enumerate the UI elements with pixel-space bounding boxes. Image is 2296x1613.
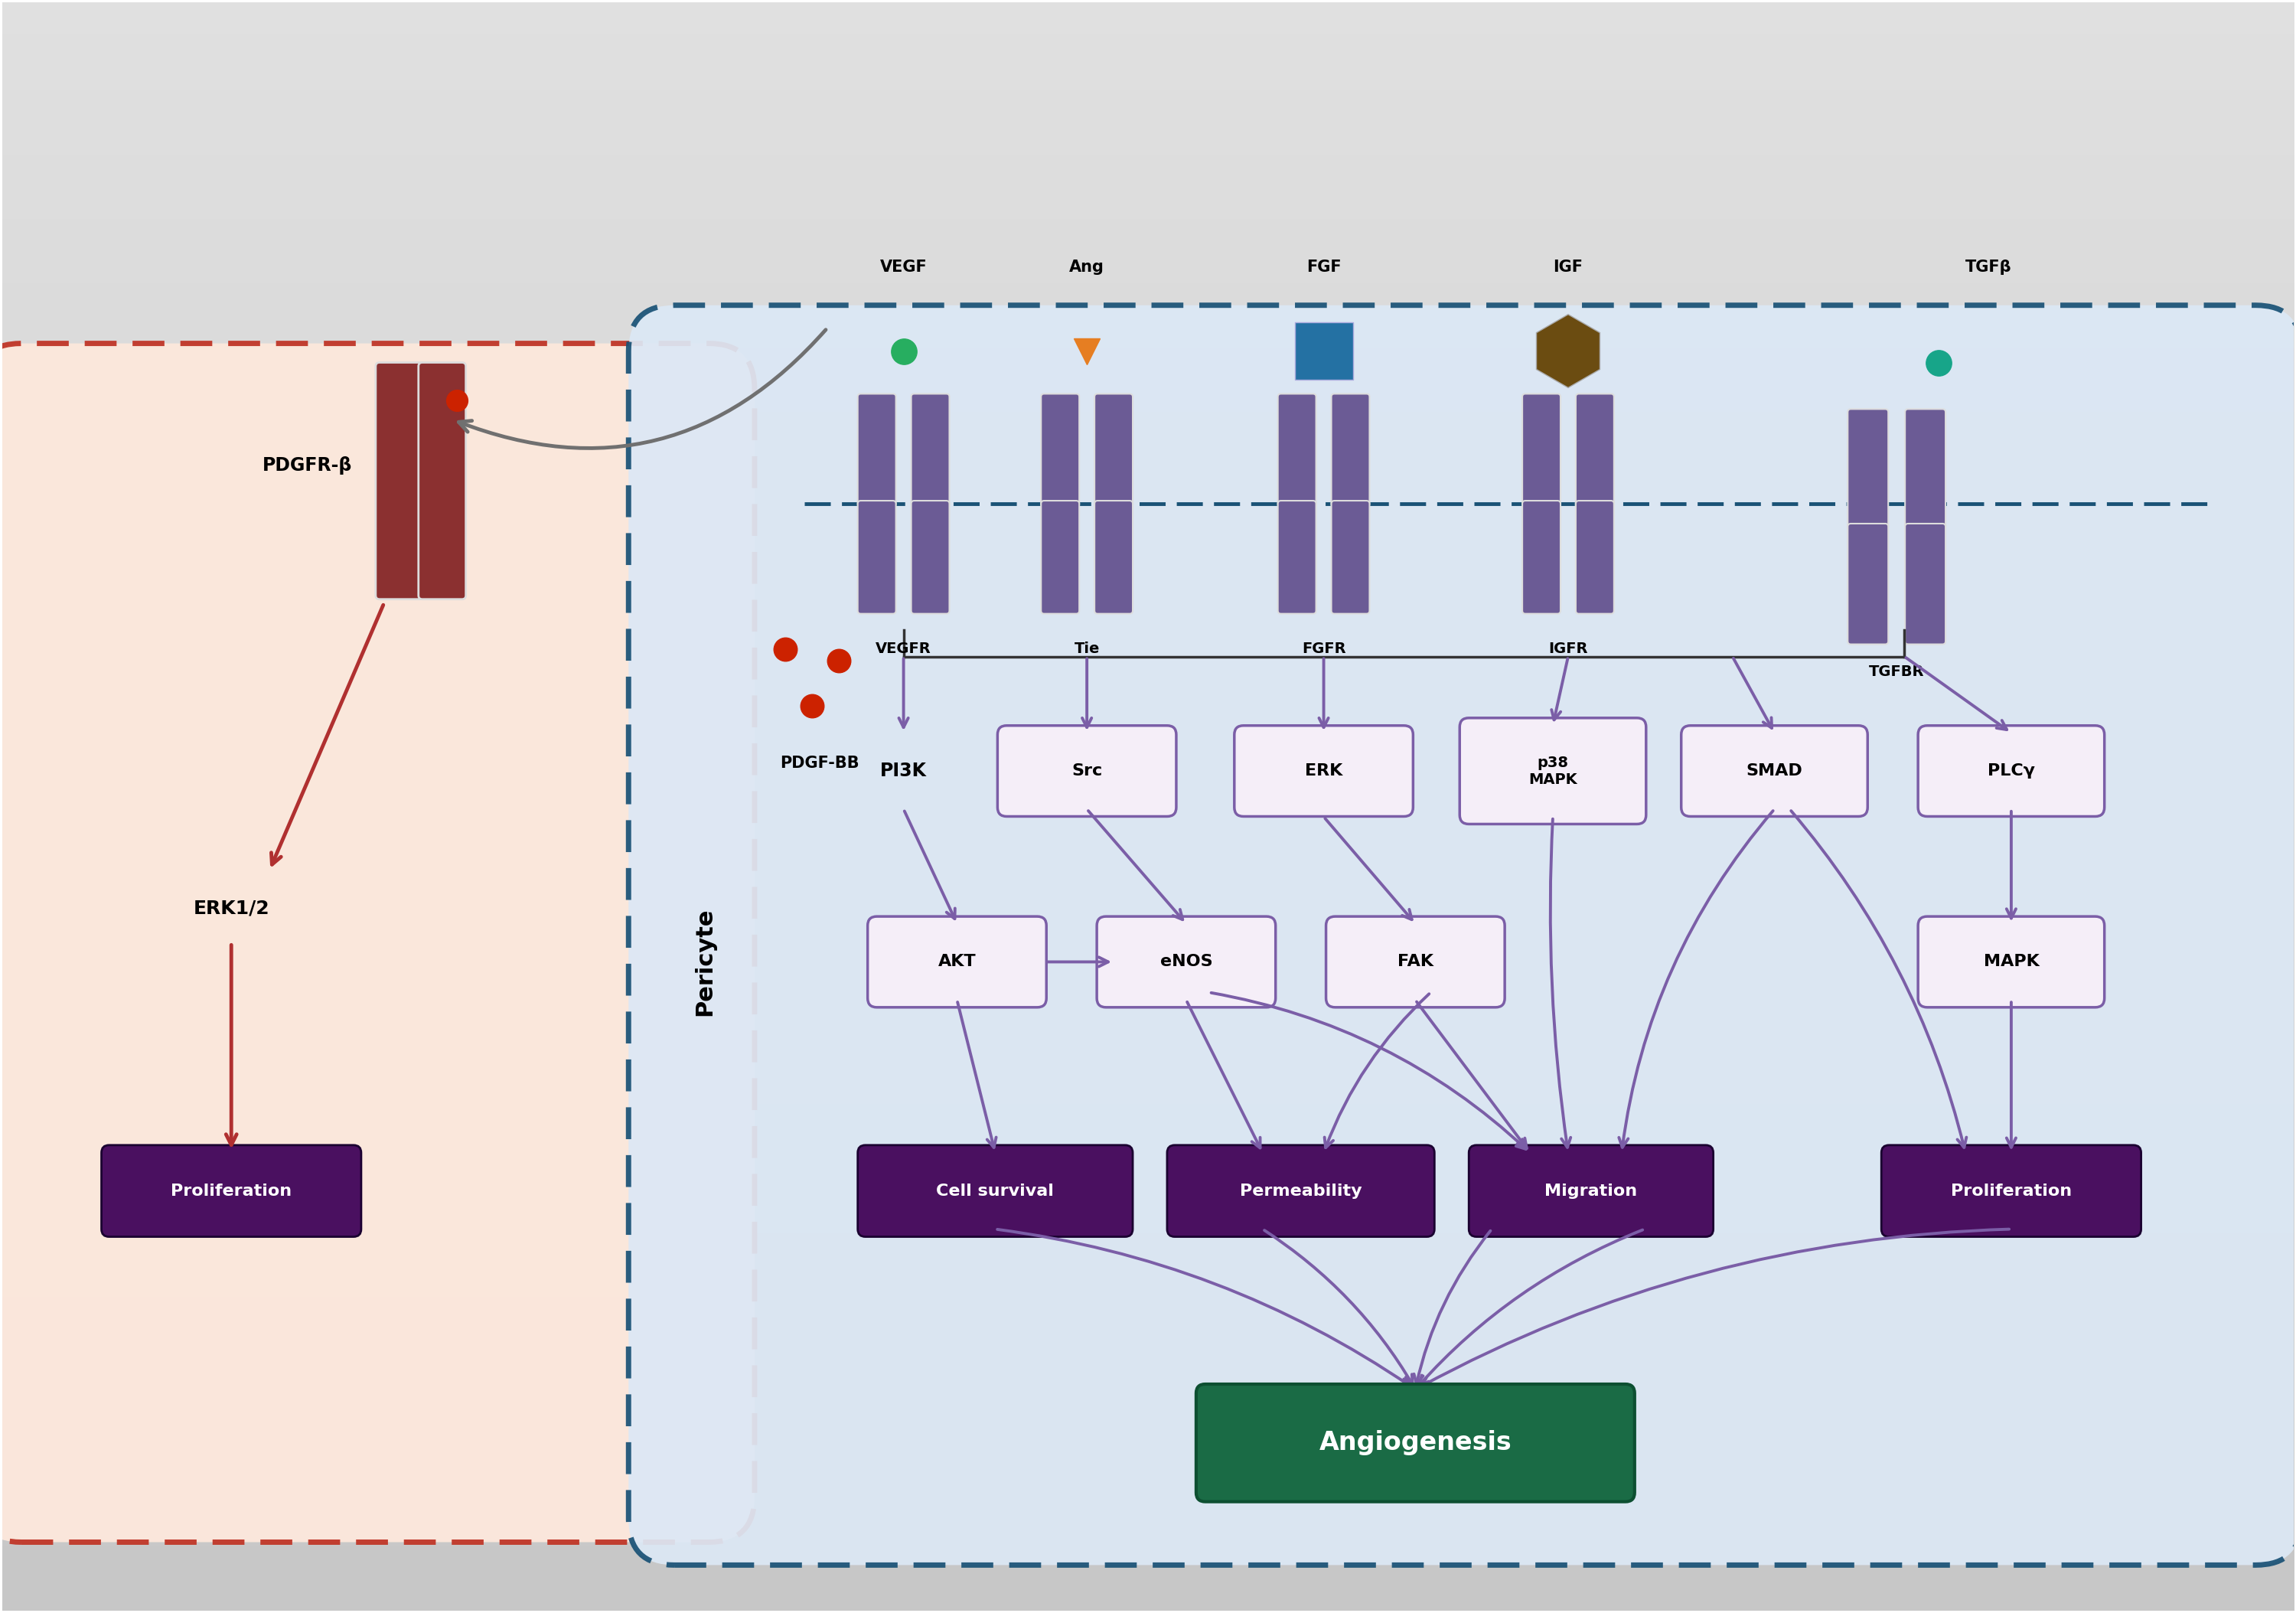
FancyBboxPatch shape: [629, 305, 2296, 1565]
Text: VEGFR: VEGFR: [875, 642, 932, 656]
Text: Permeability: Permeability: [1240, 1184, 1362, 1198]
Text: PDGF-BB: PDGF-BB: [781, 756, 859, 771]
Text: eNOS: eNOS: [1159, 955, 1212, 969]
FancyBboxPatch shape: [1681, 726, 1867, 816]
FancyBboxPatch shape: [1327, 916, 1504, 1007]
Text: Cell survival: Cell survival: [937, 1184, 1054, 1198]
Polygon shape: [1536, 315, 1600, 387]
FancyBboxPatch shape: [1917, 726, 2105, 816]
FancyBboxPatch shape: [1469, 1145, 1713, 1237]
FancyBboxPatch shape: [996, 726, 1176, 816]
FancyBboxPatch shape: [1040, 500, 1079, 613]
FancyBboxPatch shape: [1279, 500, 1316, 613]
FancyBboxPatch shape: [912, 500, 948, 613]
FancyBboxPatch shape: [1522, 500, 1561, 613]
FancyBboxPatch shape: [859, 394, 895, 506]
Text: Migration: Migration: [1545, 1184, 1637, 1198]
FancyBboxPatch shape: [1906, 410, 1945, 529]
FancyBboxPatch shape: [1917, 916, 2105, 1007]
FancyBboxPatch shape: [859, 500, 895, 613]
FancyBboxPatch shape: [1848, 524, 1887, 644]
Text: Proliferation: Proliferation: [1952, 1184, 2071, 1198]
Text: p38
MAPK: p38 MAPK: [1529, 755, 1577, 787]
FancyBboxPatch shape: [1575, 394, 1614, 506]
Text: TGFβ: TGFβ: [1965, 260, 2011, 274]
FancyBboxPatch shape: [1095, 394, 1132, 506]
FancyBboxPatch shape: [1095, 500, 1132, 613]
Text: FAK: FAK: [1398, 955, 1433, 969]
Text: VEGF: VEGF: [879, 260, 928, 274]
Text: MAPK: MAPK: [1984, 955, 2039, 969]
FancyBboxPatch shape: [868, 916, 1047, 1007]
FancyBboxPatch shape: [1332, 394, 1368, 506]
Text: AKT: AKT: [939, 955, 976, 969]
FancyBboxPatch shape: [1097, 916, 1277, 1007]
FancyBboxPatch shape: [1332, 500, 1368, 613]
Text: FGFR: FGFR: [1302, 642, 1345, 656]
FancyBboxPatch shape: [1166, 1145, 1435, 1237]
Text: Ang: Ang: [1070, 260, 1104, 274]
FancyBboxPatch shape: [1848, 410, 1887, 529]
Text: TGFBR: TGFBR: [1869, 665, 1924, 679]
Text: Angiogenesis: Angiogenesis: [1318, 1431, 1511, 1455]
FancyBboxPatch shape: [101, 1145, 360, 1237]
Text: PLCγ: PLCγ: [1988, 763, 2034, 779]
Text: IGFR: IGFR: [1548, 642, 1589, 656]
Text: ERK1/2: ERK1/2: [193, 898, 269, 918]
FancyBboxPatch shape: [377, 363, 422, 598]
Text: PI3K: PI3K: [879, 761, 928, 781]
FancyBboxPatch shape: [1295, 323, 1352, 381]
Text: Proliferation: Proliferation: [170, 1184, 292, 1198]
FancyBboxPatch shape: [418, 363, 466, 598]
FancyArrowPatch shape: [459, 329, 827, 448]
FancyBboxPatch shape: [1279, 394, 1316, 506]
FancyBboxPatch shape: [1196, 1384, 1635, 1502]
FancyBboxPatch shape: [1575, 500, 1614, 613]
FancyBboxPatch shape: [1460, 718, 1646, 824]
Text: FGF: FGF: [1306, 260, 1341, 274]
Text: Src: Src: [1072, 763, 1102, 779]
Text: Tie: Tie: [1075, 642, 1100, 656]
Text: ERK: ERK: [1304, 763, 1343, 779]
FancyBboxPatch shape: [912, 394, 948, 506]
FancyBboxPatch shape: [1906, 524, 1945, 644]
FancyBboxPatch shape: [1522, 394, 1561, 506]
FancyBboxPatch shape: [1880, 1145, 2142, 1237]
FancyBboxPatch shape: [859, 1145, 1132, 1237]
FancyBboxPatch shape: [1235, 726, 1412, 816]
Text: SMAD: SMAD: [1747, 763, 1802, 779]
Text: IGF: IGF: [1552, 260, 1582, 274]
Text: Pericyte: Pericyte: [693, 908, 716, 1016]
FancyBboxPatch shape: [1040, 394, 1079, 506]
FancyBboxPatch shape: [0, 344, 755, 1542]
Text: PDGFR-β: PDGFR-β: [262, 456, 354, 474]
